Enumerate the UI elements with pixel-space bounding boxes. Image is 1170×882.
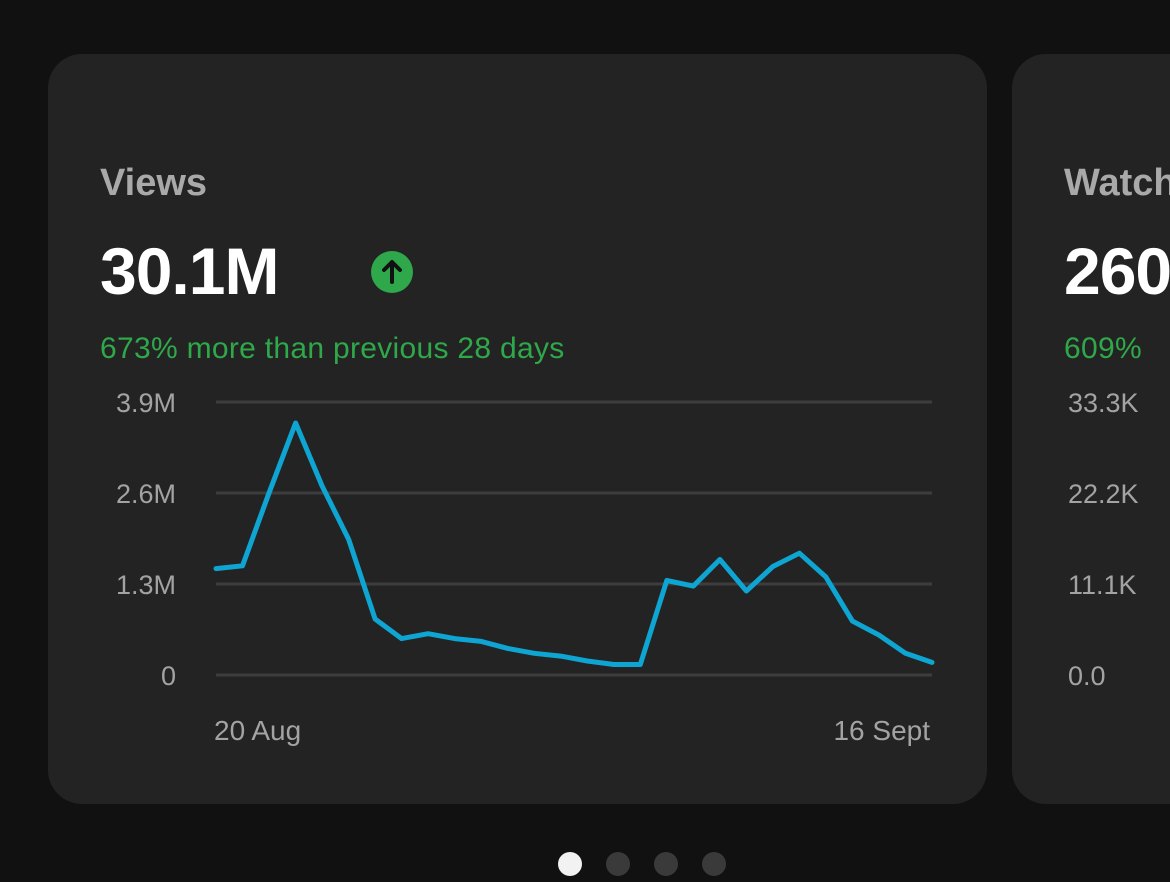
pagination-dot[interactable] bbox=[702, 852, 726, 876]
y-tick-label: 3.9M bbox=[116, 388, 176, 418]
watch-label: Watch bbox=[1064, 162, 1170, 204]
watch-line-chart: 33.3K 22.2K 11.1K 0.0 bbox=[1068, 388, 1139, 691]
x-tick-label-end: 16 Sept bbox=[833, 715, 930, 746]
views-label: Views bbox=[100, 162, 208, 204]
watch-time-card[interactable]: Watch 260 609% 33.3K 22.2K 11.1K 0.0 bbox=[1012, 54, 1170, 804]
views-line-chart: 3.9M 2.6M 1.3M 0 20 Aug 16 Sept bbox=[116, 388, 935, 746]
watch-change-text: 609% bbox=[1064, 332, 1142, 365]
chart-gridlines bbox=[216, 400, 932, 677]
carousel-pagination[interactable] bbox=[0, 850, 1170, 878]
y-axis-tick-labels: 33.3K 22.2K 11.1K 0.0 bbox=[1068, 388, 1139, 691]
y-tick-label: 2.6M bbox=[116, 479, 176, 509]
views-value: 30.1M bbox=[100, 234, 279, 308]
pagination-dot[interactable] bbox=[654, 852, 678, 876]
pagination-dot[interactable] bbox=[558, 852, 582, 876]
views-change-text: 673% more than previous 28 days bbox=[100, 332, 565, 365]
arrow-up-circle-icon bbox=[371, 251, 413, 293]
y-tick-label: 33.3K bbox=[1068, 388, 1139, 418]
watch-value: 260 bbox=[1064, 234, 1170, 308]
views-card[interactable]: Views 30.1M 673% more than previous 28 d… bbox=[48, 54, 987, 804]
y-tick-label: 11.1K bbox=[1068, 570, 1137, 600]
views-series-line bbox=[213, 420, 935, 667]
y-tick-label: 1.3M bbox=[116, 570, 176, 600]
y-tick-label: 0 bbox=[161, 661, 176, 691]
y-tick-label: 0.0 bbox=[1068, 661, 1106, 691]
x-tick-label-start: 20 Aug bbox=[214, 715, 301, 746]
y-tick-label: 22.2K bbox=[1068, 479, 1139, 509]
pagination-dot[interactable] bbox=[606, 852, 630, 876]
x-axis-tick-labels: 20 Aug 16 Sept bbox=[214, 715, 930, 746]
y-axis-tick-labels: 3.9M 2.6M 1.3M 0 bbox=[116, 388, 176, 691]
